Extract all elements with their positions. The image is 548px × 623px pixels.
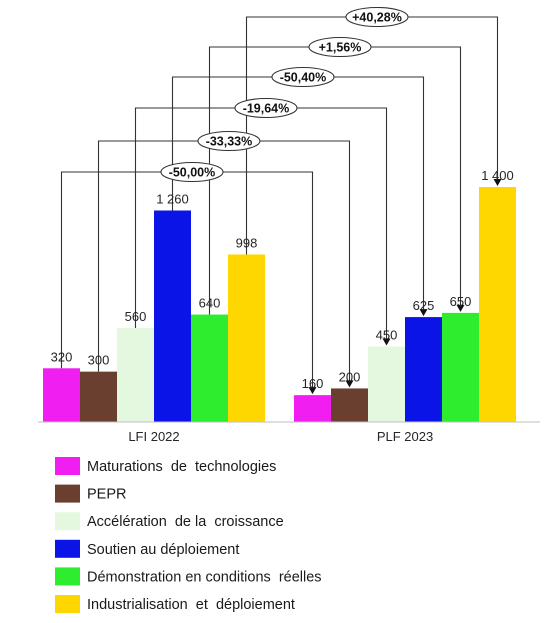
change-label: -50,00% [169, 166, 216, 180]
bar [117, 328, 154, 422]
bar [228, 254, 265, 422]
value-label: 450 [376, 327, 398, 342]
bar [43, 368, 80, 422]
legend-swatch [55, 540, 80, 558]
legend-swatch [55, 485, 80, 503]
legend-label: Démonstration en conditions réelles [87, 569, 322, 585]
value-label: 560 [125, 309, 147, 324]
change-label: +40,28% [352, 11, 402, 25]
bars [43, 187, 516, 422]
legend-swatch [55, 457, 80, 475]
bar [294, 395, 331, 422]
legend-label: Accélération de la croissance [87, 514, 284, 530]
bar [80, 372, 117, 422]
value-label: 1 400 [481, 168, 514, 183]
value-label: 650 [450, 294, 472, 309]
value-label: 300 [88, 353, 110, 368]
change-label: -50,40% [280, 71, 327, 85]
value-label: 320 [51, 349, 73, 364]
legend: Maturations de technologies PEPR Accélérat… [55, 457, 322, 613]
connector-line [173, 77, 424, 310]
category-label: PLF 2023 [377, 429, 433, 444]
category-label: LFI 2022 [128, 429, 179, 444]
legend-label: Soutien au déploiement [87, 542, 239, 558]
legend-label: Maturations de technologies [87, 459, 276, 475]
legend-label: Industrialisation et déploiement [87, 597, 295, 613]
value-label: 640 [199, 296, 221, 311]
legend-swatch [55, 567, 80, 585]
bar [405, 317, 442, 422]
change-label: -33,33% [206, 135, 253, 149]
connector-line [247, 17, 498, 254]
value-label: 200 [339, 369, 361, 384]
bar [368, 346, 405, 422]
bar [479, 187, 516, 422]
legend-label: PEPR [87, 487, 127, 503]
change-badges: -50,00% -33,33% -19,64% -50,40% +1,56% +40,28… [161, 8, 408, 182]
value-label: 1 260 [156, 192, 189, 207]
change-label: -19,64% [243, 102, 290, 116]
category-labels: LFI 2022 PLF 2023 [128, 429, 433, 444]
bar [331, 388, 368, 422]
bar [191, 315, 228, 422]
value-label: 998 [236, 235, 258, 250]
bar [154, 211, 191, 423]
value-label: 160 [302, 376, 324, 391]
value-label: 625 [413, 298, 435, 313]
bar [442, 313, 479, 422]
legend-swatch [55, 595, 80, 613]
change-label: +1,56% [319, 41, 362, 55]
legend-swatch [55, 512, 80, 530]
